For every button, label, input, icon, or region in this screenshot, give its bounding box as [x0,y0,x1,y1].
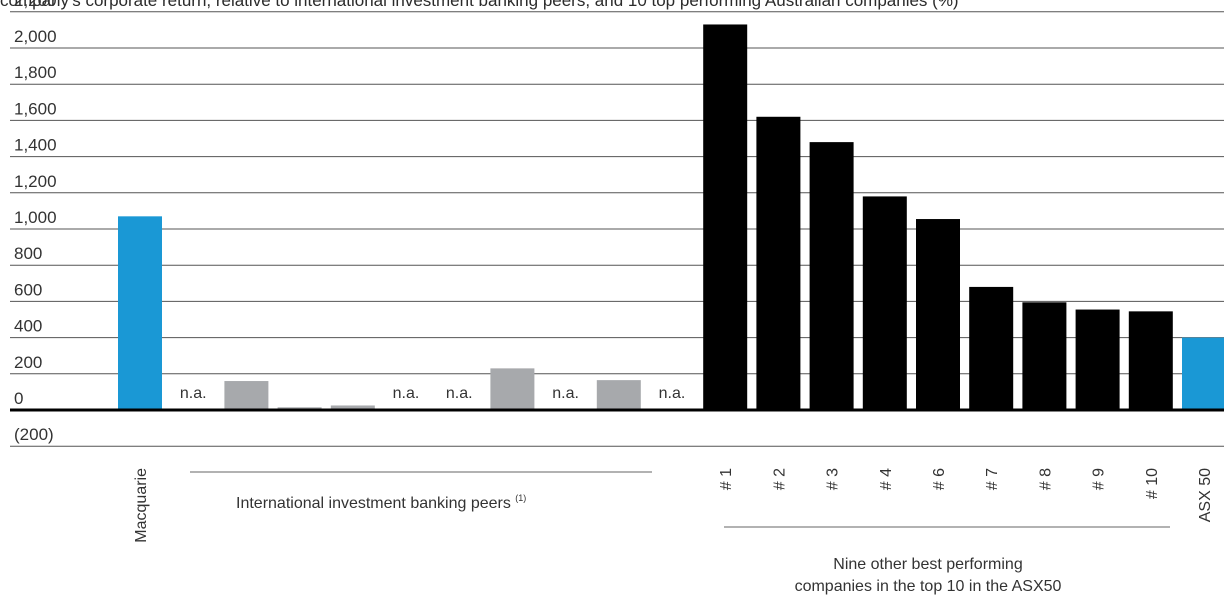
bars: n.a. n.a. n.a. n.a. n.a. [118,24,1224,410]
category-label: # 4 [878,468,895,490]
bar-peer-9 [596,380,641,410]
category-label: # 8 [1037,468,1054,490]
peers-group-label: International investment banking peers (… [236,493,526,512]
bar--3 [809,142,854,410]
bar-peer-7 [490,368,535,410]
bar--1 [703,24,748,410]
y-tick-label: 600 [14,280,42,299]
y-tick-label: 1,400 [14,136,57,155]
bar--8 [1022,302,1067,410]
na-label: n.a. [180,385,207,402]
category-label: # 10 [1144,468,1161,499]
na-label: n.a. [446,385,473,402]
bar-macquarie [118,216,162,410]
y-tick-label: 1,000 [14,208,57,227]
category-label: # 7 [984,468,1001,490]
bar-peer-4 [330,405,375,410]
y-tick-label: 200 [14,353,42,372]
peers-footnote-marker: (1) [515,493,526,503]
y-tick-label: 800 [14,244,42,263]
y-tick-label: 2,200 [14,0,57,10]
category-label: ASX 50 [1197,468,1214,522]
bar-asx-50 [1182,337,1224,410]
gridlines: (200) 0 200 400 600 800 1,000 1,200 1,400 1,600 1,… [10,0,1224,447]
bar--6 [916,219,960,410]
top10-group-label-line1: Nine other best performing [833,556,1022,573]
bar--4 [862,196,907,410]
bar-peer-2 [224,381,269,410]
labels: Macquarie # 1 # 2 # 3 # 4 # 6 # 7 # 8 # 9 # 10 ASX… [133,468,1214,543]
na-label: n.a. [659,385,686,402]
chart-caption: company's corporate return, relative to … [0,0,959,10]
bar--7 [969,286,1014,410]
y-tick-label: 0 [14,389,23,408]
category-label: # 2 [771,468,788,490]
category-label: # 9 [1091,468,1108,490]
category-label: Macquarie [133,468,150,543]
bar--10 [1128,311,1173,410]
top10-group-label-line2: companies in the top 10 in the ASX50 [795,578,1062,595]
category-label: # 3 [825,468,842,490]
y-tick-label: 400 [14,317,42,336]
y-tick-label: 1,800 [14,63,57,82]
y-tick-label: 2,000 [14,27,57,46]
y-tick-label: (200) [14,425,54,444]
bar--9 [1075,309,1120,410]
y-tick-label: 1,200 [14,172,57,191]
na-label: n.a. [393,385,420,402]
category-label: # 6 [931,468,948,490]
y-tick-label: 1,600 [14,99,57,118]
group-labels: International investment banking peers (… [190,471,1170,595]
na-label: n.a. [552,385,579,402]
bar--2 [756,116,801,410]
category-label: # 1 [718,468,735,490]
